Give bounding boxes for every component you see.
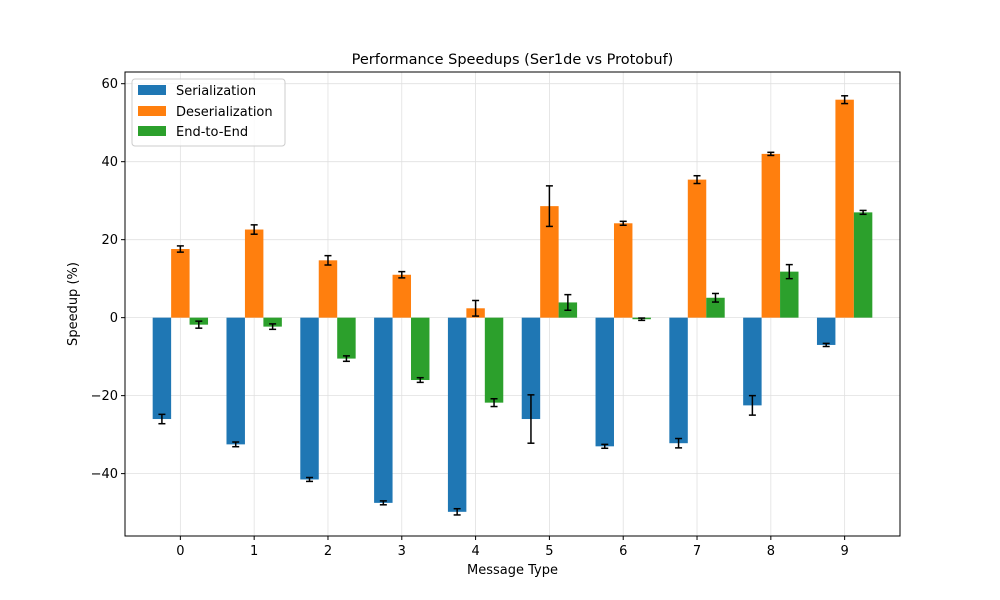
error-bar-serialization-1 — [232, 441, 240, 448]
bar-deserialization-1 — [244, 229, 264, 318]
error-bar-deserialization-8 — [767, 151, 775, 157]
bar-deserialization-9 — [835, 99, 854, 318]
y-axis: −40 −20 0 20 40 60 — [91, 77, 125, 482]
error-bar-end-to-end-5 — [564, 293, 572, 311]
bar-serialization-2 — [300, 317, 319, 480]
x-tick-label: 3 — [398, 544, 406, 559]
bar-deserialization-7 — [687, 179, 707, 318]
error-bar-end-to-end-2 — [342, 355, 350, 363]
bar-deserialization-5 — [540, 206, 559, 318]
bar-end-to-end-2 — [337, 317, 356, 359]
x-tick-label: 9 — [841, 544, 849, 559]
error-bar-serialization-3 — [379, 500, 387, 506]
bar-deserialization-6 — [613, 223, 633, 318]
x-tick-label: 5 — [545, 544, 553, 559]
error-bar-end-to-end-4 — [490, 397, 498, 408]
legend: Serialization Deserialization End-to-End — [131, 78, 286, 147]
error-bar-serialization-5 — [527, 394, 535, 444]
legend-box — [131, 78, 286, 147]
error-bar-deserialization-0 — [176, 245, 184, 253]
x-tick-label: 8 — [767, 544, 775, 559]
x-axis: 0 1 2 3 4 5 6 7 8 9 — [176, 536, 849, 559]
error-bar-end-to-end-6 — [638, 317, 646, 322]
error-bar-deserialization-2 — [324, 254, 332, 266]
error-bar-deserialization-7 — [693, 174, 701, 185]
error-bar-end-to-end-3 — [416, 376, 424, 384]
error-bar-deserialization-5 — [545, 185, 553, 228]
chart-title: Performance Speedups (Ser1de vs Protobuf… — [352, 52, 674, 68]
bar-deserialization-8 — [761, 153, 781, 318]
bar-end-to-end-1 — [263, 317, 282, 327]
error-bar-deserialization-4 — [472, 299, 480, 317]
bar-end-to-end-3 — [411, 317, 430, 381]
x-tick-label: 2 — [324, 544, 332, 559]
x-tick-label: 7 — [693, 544, 701, 559]
error-bar-end-to-end-0 — [195, 320, 203, 329]
y-tick-label: −40 — [91, 467, 118, 482]
error-bar-serialization-8 — [748, 394, 756, 416]
y-tick-label: 0 — [110, 311, 118, 326]
error-bar-serialization-0 — [158, 413, 166, 425]
error-bar-deserialization-6 — [619, 220, 627, 226]
legend-swatch-deserialization — [138, 106, 166, 116]
y-tick-label: 60 — [101, 77, 118, 92]
legend-label-deserialization: Deserialization — [176, 105, 273, 120]
bar-end-to-end-8 — [780, 271, 799, 318]
bar-serialization-0 — [152, 317, 172, 420]
error-bar-serialization-4 — [453, 507, 461, 516]
error-bar-serialization-9 — [822, 342, 830, 348]
y-axis-label: Speedup (%) — [66, 262, 81, 346]
plot-frame — [124, 71, 901, 537]
x-tick-label: 0 — [176, 544, 184, 559]
bar-serialization-6 — [595, 317, 614, 447]
bar-deserialization-2 — [318, 260, 338, 318]
x-tick-label: 1 — [250, 544, 258, 559]
error-bar-serialization-2 — [306, 476, 314, 483]
bar-deserialization-0 — [171, 249, 190, 318]
error-bar-deserialization-1 — [250, 224, 258, 235]
bar-serialization-8 — [743, 317, 762, 406]
error-bar-end-to-end-8 — [785, 263, 793, 280]
error-bar-deserialization-9 — [841, 95, 849, 105]
bar-end-to-end-9 — [853, 212, 873, 318]
error-bar-end-to-end-1 — [269, 323, 277, 331]
bar-serialization-9 — [816, 317, 836, 345]
y-tick-label: 20 — [101, 233, 118, 248]
legend-label-serialization: Serialization — [176, 84, 256, 99]
y-tick-label: 40 — [101, 155, 118, 170]
legend-label-end-to-end: End-to-End — [176, 125, 248, 140]
error-bars — [158, 95, 867, 516]
error-bar-end-to-end-7 — [711, 292, 719, 303]
x-tick-label: 4 — [471, 544, 479, 559]
bar-serialization-1 — [226, 317, 245, 445]
error-bar-end-to-end-9 — [859, 209, 867, 216]
legend-swatch-end-to-end — [138, 126, 166, 136]
bar-serialization-4 — [447, 317, 467, 512]
bar-deserialization-3 — [392, 274, 412, 318]
bar-serialization-3 — [374, 317, 393, 503]
bar-end-to-end-7 — [706, 297, 725, 318]
error-bar-serialization-6 — [601, 443, 609, 450]
bar-end-to-end-4 — [484, 317, 504, 403]
bar-serialization-7 — [669, 317, 688, 444]
bar-serialization-5 — [521, 317, 541, 420]
y-tick-label: −20 — [91, 389, 118, 404]
error-bar-serialization-7 — [675, 437, 683, 449]
bars — [152, 99, 873, 512]
x-axis-label: Message Type — [467, 563, 558, 578]
x-tick-label: 6 — [619, 544, 627, 559]
legend-swatch-serialization — [138, 85, 166, 95]
error-bar-deserialization-3 — [398, 270, 406, 279]
